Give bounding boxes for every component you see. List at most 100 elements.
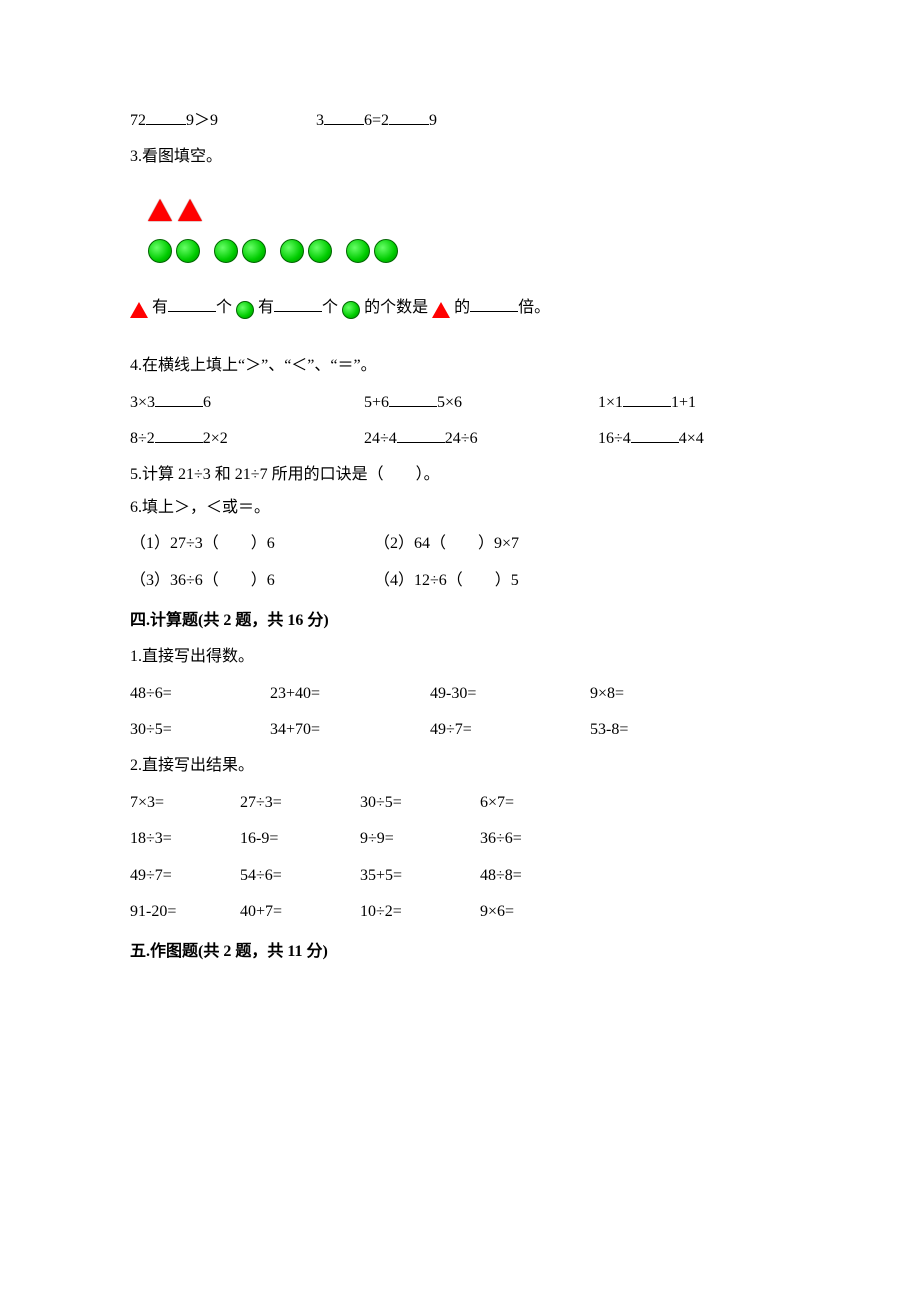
blank (389, 108, 429, 125)
circle-icon (214, 239, 238, 263)
text: 24÷4 (364, 430, 397, 447)
q4-row2: 8÷2 2×2 24÷4 24÷6 16÷4 4×4 (130, 424, 790, 454)
q4-cell: 1×1 1+1 (598, 388, 696, 418)
blank (146, 108, 186, 125)
circle-pair (346, 239, 398, 263)
circle-icon (236, 301, 254, 319)
calc-cell: 40+7= (240, 897, 360, 927)
calc-cell: 49-30= (430, 679, 590, 709)
q4-title: 4.在横线上填上“＞”、“＜”、“＝”。 (130, 351, 790, 381)
q6-item: （1）27÷3（ ）6 (130, 529, 370, 559)
text: 24÷6 (445, 430, 478, 447)
blank (623, 390, 671, 407)
q2-tail: 729＞9 36=29 (130, 106, 790, 136)
q3-figure (130, 185, 426, 277)
q2-left-a: 72 (130, 112, 146, 129)
blank (389, 390, 437, 407)
text: 5+6 (364, 394, 389, 411)
q6-item: （4）12÷6（ ）5 (374, 572, 519, 589)
text: 6 (203, 394, 211, 411)
text: 个 (216, 299, 236, 316)
blank (397, 426, 445, 443)
q6-item: （3）36÷6（ ）6 (130, 566, 370, 596)
text: 3×3 (130, 394, 155, 411)
q2-right-c: 9 (429, 112, 437, 129)
circle-icon (242, 239, 266, 263)
triangle-icon (148, 199, 172, 221)
text: 个 (322, 299, 342, 316)
text: 1×1 (598, 394, 623, 411)
text: 16÷4 (598, 430, 631, 447)
text: 4×4 (679, 430, 704, 447)
section4-title: 四.计算题(共 2 题，共 16 分) (130, 606, 790, 636)
circle-row (148, 239, 408, 263)
calc-row: 49÷7=54÷6=35+5=48÷8= (130, 861, 790, 891)
s4p2-title: 2.直接写出结果。 (130, 751, 790, 781)
triangle-icon (178, 199, 202, 221)
circle-pair (214, 239, 266, 263)
calc-cell: 7×3= (130, 788, 240, 818)
circle-icon (176, 239, 200, 263)
calc-cell: 48÷6= (130, 679, 270, 709)
q3-sentence: 有个 有个 的个数是 的倍。 (130, 293, 790, 323)
q6-row2: （3）36÷6（ ）6 （4）12÷6（ ）5 (130, 566, 790, 596)
calc-cell: 9×6= (480, 897, 590, 927)
calc-row: 48÷6=23+40=49-30=9×8= (130, 679, 790, 709)
circle-icon (280, 239, 304, 263)
q4-cell: 3×3 6 (130, 388, 360, 418)
q4-row1: 3×3 6 5+6 5×6 1×1 1+1 (130, 388, 790, 418)
text: 1+1 (671, 394, 696, 411)
q3-title: 3.看图填空。 (130, 142, 790, 172)
text: 倍。 (518, 299, 550, 316)
calc-cell: 34+70= (270, 715, 430, 745)
blank (155, 390, 203, 407)
q6-item: （2）64（ ）9×7 (374, 535, 519, 552)
text: 2×2 (203, 430, 228, 447)
triangle-row (148, 199, 408, 221)
q6-title: 6.填上＞，＜或＝。 (130, 493, 790, 523)
calc-cell: 18÷3= (130, 824, 240, 854)
text: 有 (258, 299, 274, 316)
calc-cell: 54÷6= (240, 861, 360, 891)
blank (168, 295, 216, 312)
calc-cell: 6×7= (480, 788, 590, 818)
q4-cell: 16÷4 4×4 (598, 424, 704, 454)
circle-pair (280, 239, 332, 263)
calc-cell: 48÷8= (480, 861, 590, 891)
triangle-icon (432, 302, 450, 318)
circle-icon (342, 301, 360, 319)
circle-icon (374, 239, 398, 263)
q6-row1: （1）27÷3（ ）6 （2）64（ ）9×7 (130, 529, 790, 559)
calc-cell: 9÷9= (360, 824, 480, 854)
s4p1-title: 1.直接写出得数。 (130, 642, 790, 672)
text: 8÷2 (130, 430, 155, 447)
calc-cell: 30÷5= (130, 715, 270, 745)
calc-cell: 16-9= (240, 824, 360, 854)
calc-row: 91-20=40+7=10÷2=9×6= (130, 897, 790, 927)
circle-icon (148, 239, 172, 263)
section5-title: 五.作图题(共 2 题，共 11 分) (130, 937, 790, 967)
circle-icon (346, 239, 370, 263)
calc-cell: 49÷7= (130, 861, 240, 891)
calc-cell: 49÷7= (430, 715, 590, 745)
blank (470, 295, 518, 312)
circle-icon (308, 239, 332, 263)
page: 729＞9 36=29 3.看图填空。 有个 有个 的个数是 的倍。 4.在横线… (0, 0, 920, 1302)
q5: 5.计算 21÷3 和 21÷7 所用的口诀是（ ）。 (130, 460, 790, 490)
q4-cell: 24÷4 24÷6 (364, 424, 594, 454)
calc-cell: 30÷5= (360, 788, 480, 818)
text: 的个数是 (364, 299, 432, 316)
calc-cell: 23+40= (270, 679, 430, 709)
q2-right-a: 3 (316, 112, 324, 129)
text: 有 (152, 299, 168, 316)
calc-cell: 35+5= (360, 861, 480, 891)
text: 5×6 (437, 394, 462, 411)
calc-cell: 10÷2= (360, 897, 480, 927)
blank (631, 426, 679, 443)
calc-cell: 36÷6= (480, 824, 590, 854)
calc-cell: 91-20= (130, 897, 240, 927)
q4-cell: 8÷2 2×2 (130, 424, 360, 454)
circle-pair (148, 239, 200, 263)
calc-row: 7×3=27÷3=30÷5=6×7= (130, 788, 790, 818)
s4p1-rows: 48÷6=23+40=49-30=9×8=30÷5=34+70=49÷7=53-… (130, 679, 790, 746)
